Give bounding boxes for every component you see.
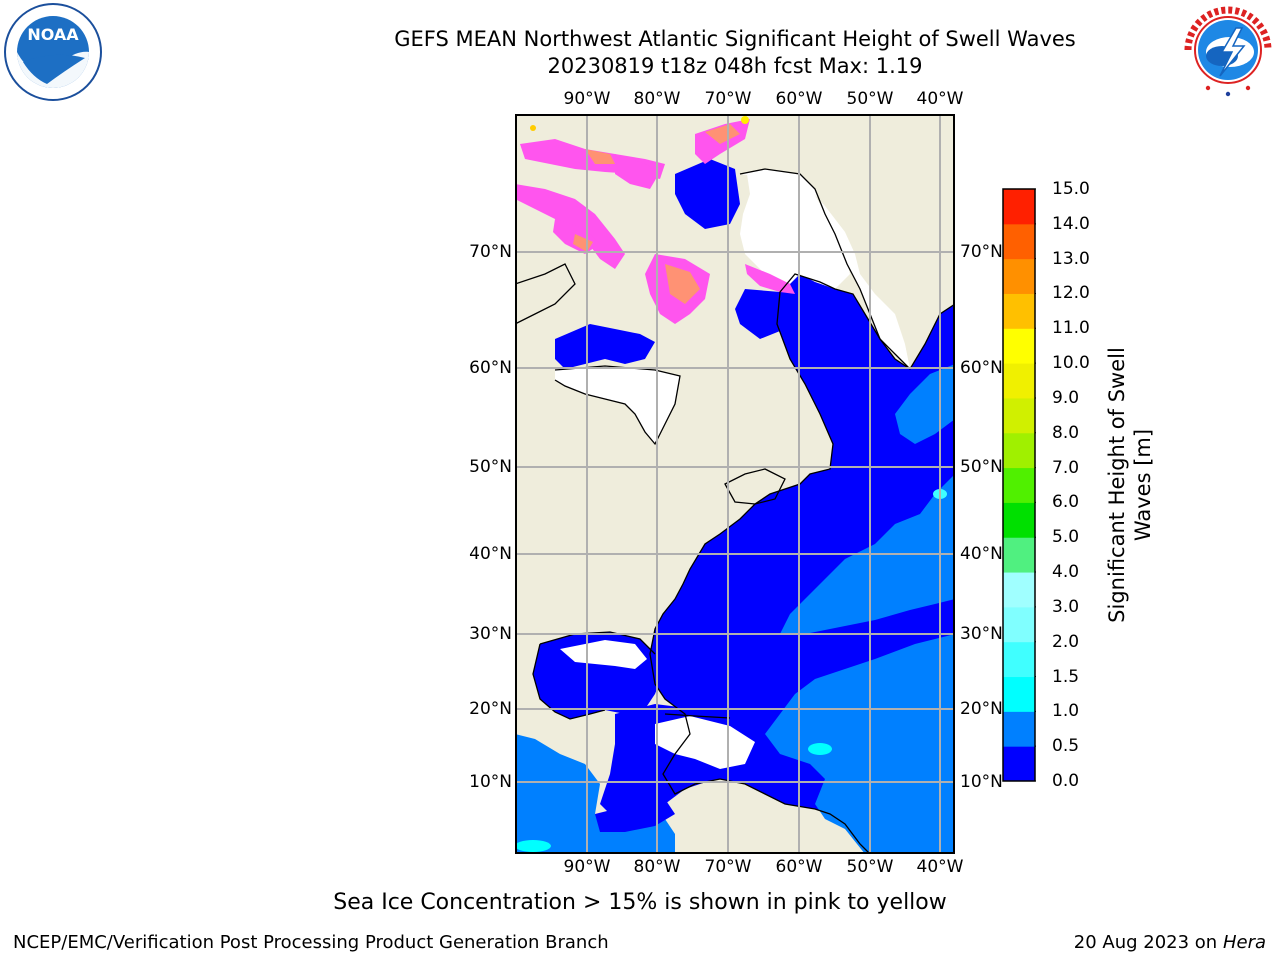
lat-label-right: 60°N	[960, 358, 1003, 378]
lon-label-top: 60°W	[775, 89, 823, 109]
colorbar-swatch	[1003, 432, 1035, 469]
colorbar-tick-label: 6.0	[1052, 492, 1080, 513]
colorbar-tick-label: 4.0	[1052, 562, 1080, 583]
coastlines	[515, 168, 955, 854]
colorbar-swatch	[1003, 467, 1035, 503]
colorbar-tick-label: 13.0	[1052, 248, 1090, 269]
lon-label-bottom: 50°W	[846, 857, 894, 877]
colorbar-swatch	[1003, 328, 1035, 364]
colorbar-tick-label: 12.0	[1052, 283, 1090, 304]
lat-label-left: 50°N	[469, 457, 512, 477]
colorbar-swatch	[1003, 189, 1035, 225]
colorbar-tick-label: 5.0	[1052, 527, 1080, 548]
sea-ice-thick	[573, 124, 740, 304]
colorbar-tick-label: 0.5	[1052, 736, 1080, 757]
colorbar-swatch	[1003, 641, 1035, 678]
colorbar-swatch	[1003, 606, 1035, 643]
colorbar-swatch	[1003, 572, 1035, 608]
colorbar-tick-label: 0.0	[1052, 771, 1080, 791]
colorbar	[1002, 188, 1036, 782]
noaa-logo-text: NOAA	[27, 25, 79, 44]
lon-label-top: 40°W	[916, 89, 964, 109]
footer-date: 20 Aug 2023 on Hera	[1074, 932, 1266, 953]
lon-label-bottom: 40°W	[916, 857, 964, 877]
lon-label-top: 90°W	[563, 89, 611, 109]
colorbar-swatch	[1003, 397, 1035, 434]
colorbar-swatch	[1003, 537, 1035, 573]
colorbar-tick-label: 3.0	[1052, 596, 1080, 617]
colorbar-tick-label: 10.0	[1052, 353, 1090, 374]
lon-label-top: 70°W	[704, 89, 752, 109]
colorbar-title: Significant Height of Swell Waves [m]	[1104, 325, 1156, 645]
colorbar-tick-label: 1.0	[1052, 701, 1080, 722]
graticule	[515, 114, 955, 854]
colorbar-tick-label: 11.0	[1052, 318, 1090, 339]
colorbar-tick-label: 14.0	[1052, 213, 1090, 234]
lat-label-right: 70°N	[960, 242, 1003, 262]
lat-label-left: 40°N	[469, 544, 512, 564]
colorbar-swatch	[1003, 502, 1035, 538]
colorbar-title-line2: Waves [m]	[1131, 428, 1155, 542]
lat-label-left: 20°N	[469, 699, 512, 719]
colorbar-swatch	[1003, 711, 1035, 747]
chart-subtitle: 20230819 t18z 048h fcst Max: 1.19	[547, 54, 923, 78]
colorbar-tick-label: 8.0	[1052, 422, 1080, 443]
lat-label-right: 20°N	[960, 699, 1003, 719]
footer-credit: NCEP/EMC/Verification Post Processing Pr…	[13, 932, 609, 953]
lat-label-right: 10°N	[960, 772, 1003, 792]
sea-ice-note: Sea Ice Concentration > 15% is shown in …	[333, 890, 947, 915]
colorbar-swatch	[1003, 293, 1035, 329]
baffin-bay	[675, 159, 740, 229]
lon-label-top: 80°W	[633, 89, 681, 109]
hudson-bay	[555, 324, 655, 369]
colorbar-tick-label: 2.0	[1052, 631, 1080, 652]
lat-label-left: 10°N	[469, 772, 512, 792]
noaa-logo: NOAA	[4, 3, 102, 101]
lon-label-bottom: 60°W	[775, 857, 823, 877]
lat-label-right: 30°N	[960, 624, 1003, 644]
colorbar-tick-label: 1.5	[1052, 666, 1080, 687]
colorbar-tick-label: 9.0	[1052, 387, 1080, 408]
lat-label-left: 70°N	[469, 242, 512, 262]
lat-label-left: 30°N	[469, 624, 512, 644]
nws-logo	[1181, 3, 1275, 97]
colorbar-tick-label: 15.0	[1052, 179, 1090, 199]
footer-date-text: 20 Aug 2023 on	[1073, 932, 1218, 953]
lon-label-top: 50°W	[846, 89, 894, 109]
greenland-ice	[740, 169, 910, 369]
colorbar-swatch	[1003, 676, 1035, 712]
pacific-swell	[515, 734, 675, 854]
lat-label-right: 40°N	[960, 544, 1003, 564]
colorbar-swatch	[1003, 363, 1035, 399]
colorbar-swatch	[1003, 746, 1035, 782]
lon-label-bottom: 70°W	[704, 857, 752, 877]
lat-label-right: 50°N	[960, 457, 1003, 477]
colorbar-title-line1: Significant Height of Swell	[1105, 347, 1129, 623]
lat-label-left: 60°N	[469, 358, 512, 378]
colorbar-swatch	[1003, 223, 1035, 260]
chart-title: GEFS MEAN Northwest Atlantic Significant…	[394, 27, 1076, 51]
colorbar-swatch	[1003, 258, 1035, 294]
lon-label-bottom: 90°W	[563, 857, 611, 877]
footer-machine: Hera	[1222, 932, 1266, 953]
map	[515, 114, 955, 854]
lon-label-bottom: 80°W	[633, 857, 681, 877]
colorbar-tick-label: 7.0	[1052, 457, 1080, 478]
